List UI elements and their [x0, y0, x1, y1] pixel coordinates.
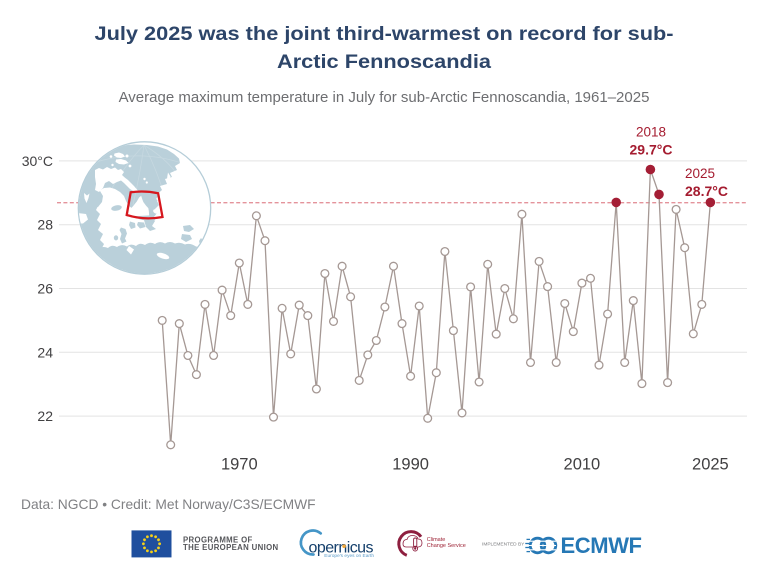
svg-text:2010: 2010 [564, 456, 601, 474]
svg-text:26: 26 [37, 281, 53, 297]
svg-text:30°C: 30°C [22, 153, 53, 169]
svg-text:29.7°C: 29.7°C [630, 142, 673, 158]
svg-text:Climate: Climate [427, 537, 446, 543]
svg-text:Change Service: Change Service [427, 543, 466, 549]
svg-text:Europe's eyes on Earth: Europe's eyes on Earth [324, 553, 374, 559]
svg-text:2018: 2018 [636, 125, 666, 140]
svg-text:IMPLEMENTED BY: IMPLEMENTED BY [482, 541, 525, 547]
svg-text:1990: 1990 [392, 456, 429, 474]
svg-text:28.7°C: 28.7°C [685, 183, 728, 199]
svg-text:opernicus: opernicus [309, 540, 374, 557]
svg-text:1970: 1970 [221, 456, 258, 474]
svg-text:PROGRAMME OF: PROGRAMME OF [183, 536, 253, 545]
svg-text:24: 24 [37, 344, 53, 360]
svg-text:THE EUROPEAN UNION: THE EUROPEAN UNION [183, 543, 279, 552]
svg-text:2025: 2025 [692, 456, 729, 474]
svg-text:28: 28 [37, 217, 53, 233]
svg-text:22: 22 [37, 408, 53, 424]
svg-text:2025: 2025 [685, 166, 715, 181]
svg-text:ECMWF: ECMWF [561, 533, 642, 558]
